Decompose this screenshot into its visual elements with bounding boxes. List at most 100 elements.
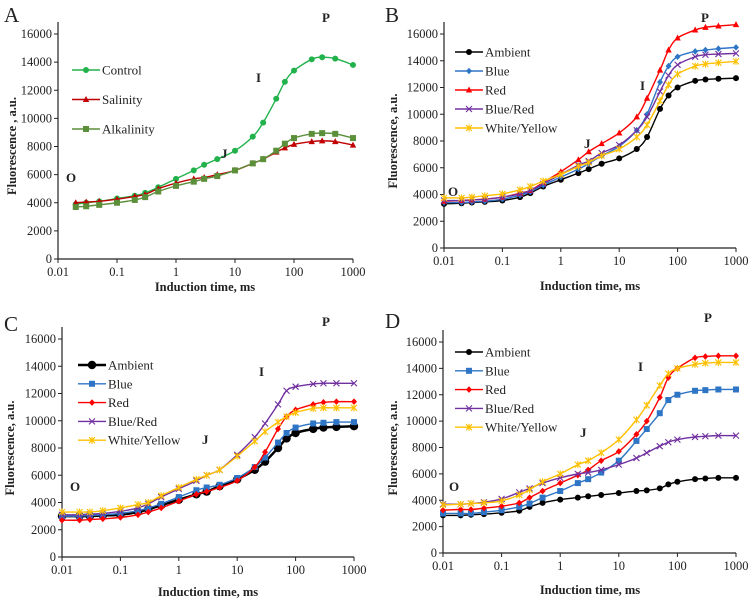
data-point bbox=[656, 382, 664, 390]
y-tick-label: 4000 bbox=[413, 188, 438, 202]
data-point bbox=[261, 428, 269, 436]
data-point bbox=[318, 137, 326, 144]
data-point bbox=[732, 50, 740, 57]
data-point bbox=[633, 126, 641, 134]
data-point bbox=[557, 488, 564, 495]
data-point bbox=[574, 461, 582, 469]
phase-label-i: I bbox=[640, 78, 645, 93]
data-point bbox=[291, 428, 300, 438]
y-tick-label: 16000 bbox=[25, 332, 56, 346]
x-axis-title: Induction time, ms bbox=[155, 280, 255, 294]
y-tick-label: 12000 bbox=[407, 81, 438, 95]
data-point bbox=[557, 479, 564, 487]
data-point bbox=[633, 437, 640, 444]
data-point bbox=[598, 140, 605, 147]
legend-label: Blue/Red bbox=[108, 414, 158, 429]
data-point bbox=[584, 457, 592, 465]
x-tick-label: 1000 bbox=[724, 254, 749, 268]
legend-item: White/Yellow bbox=[455, 420, 558, 435]
data-point bbox=[539, 499, 546, 506]
phase-label-o: O bbox=[70, 479, 80, 494]
legend-label: Blue bbox=[108, 376, 133, 391]
data-point bbox=[656, 97, 664, 105]
x-tick-label: 10 bbox=[229, 265, 242, 279]
x-tick-label: 0.1 bbox=[113, 563, 129, 577]
data-point bbox=[598, 469, 605, 476]
series-red bbox=[59, 398, 357, 524]
data-point bbox=[214, 173, 221, 180]
data-point bbox=[656, 442, 664, 450]
data-point bbox=[539, 487, 546, 495]
legend-item: White/Yellow bbox=[78, 433, 181, 448]
data-point bbox=[526, 500, 533, 507]
legend-item: Blue bbox=[455, 363, 510, 378]
data-point bbox=[320, 379, 327, 387]
data-point bbox=[82, 198, 90, 205]
panel-b: B 0 2000 4000 6000 8000 10000 12000 14000 16000 0.… bbox=[385, 3, 749, 293]
data-point bbox=[59, 513, 65, 520]
data-point bbox=[714, 358, 722, 366]
x-tick-label: 0.1 bbox=[494, 559, 510, 573]
data-point bbox=[114, 199, 120, 206]
series-line bbox=[442, 477, 737, 517]
y-tick-label: 12000 bbox=[25, 387, 56, 401]
data-point bbox=[575, 170, 582, 177]
data-point bbox=[350, 379, 358, 387]
data-point bbox=[574, 471, 581, 479]
phase-label-p: P bbox=[322, 10, 330, 25]
data-point bbox=[598, 160, 605, 167]
data-point bbox=[273, 147, 280, 154]
x-tick-label: 1000 bbox=[342, 563, 367, 577]
data-point bbox=[193, 491, 200, 498]
data-point bbox=[715, 45, 722, 53]
legend-label: Alkalinity bbox=[102, 122, 155, 137]
data-point bbox=[234, 477, 241, 484]
data-point bbox=[643, 417, 650, 425]
x-tick-label: 0.1 bbox=[495, 254, 511, 268]
data-point bbox=[701, 359, 709, 367]
legend-marker bbox=[465, 105, 473, 113]
y-tick-label: 8000 bbox=[412, 441, 437, 455]
data-point bbox=[86, 508, 94, 516]
x-axis-title: Induction time, ms bbox=[158, 585, 258, 599]
phase-label-j: J bbox=[202, 432, 209, 447]
data-point bbox=[615, 461, 623, 469]
data-point bbox=[644, 133, 651, 140]
data-point bbox=[117, 504, 124, 512]
data-point bbox=[175, 494, 182, 501]
data-point bbox=[273, 95, 280, 102]
data-point bbox=[332, 130, 339, 137]
data-point bbox=[175, 484, 183, 492]
legend-label: Red bbox=[108, 395, 129, 410]
data-point bbox=[308, 138, 315, 145]
data-point bbox=[72, 203, 79, 210]
data-point bbox=[615, 145, 623, 153]
data-point bbox=[319, 130, 326, 137]
legend-label: Blue/Red bbox=[485, 102, 535, 117]
series-line bbox=[75, 140, 354, 204]
data-point bbox=[76, 516, 83, 524]
legend-marker bbox=[88, 418, 96, 425]
data-point bbox=[440, 194, 448, 202]
series-line bbox=[442, 388, 737, 515]
data-point bbox=[643, 487, 650, 494]
y-axis-title: Fluorescence , a.u. bbox=[5, 97, 19, 195]
data-point bbox=[291, 67, 297, 74]
data-point bbox=[574, 480, 581, 487]
data-point bbox=[283, 430, 290, 437]
data-point bbox=[249, 160, 256, 167]
legend-marker bbox=[88, 436, 96, 444]
data-point bbox=[598, 152, 606, 160]
phase-label-i: I bbox=[256, 70, 261, 85]
y-tick-label: 8000 bbox=[31, 441, 56, 455]
x-tick-label: 10 bbox=[613, 254, 626, 268]
data-point bbox=[615, 489, 622, 496]
data-point bbox=[515, 491, 523, 499]
y-tick-label: 14000 bbox=[407, 54, 438, 68]
y-tick-label: 10000 bbox=[406, 414, 437, 428]
phase-label-o: O bbox=[66, 170, 76, 185]
x-tick-label: 0.01 bbox=[47, 265, 69, 279]
legend-item: Red bbox=[455, 382, 506, 397]
data-point bbox=[292, 424, 299, 431]
data-point bbox=[691, 360, 699, 368]
